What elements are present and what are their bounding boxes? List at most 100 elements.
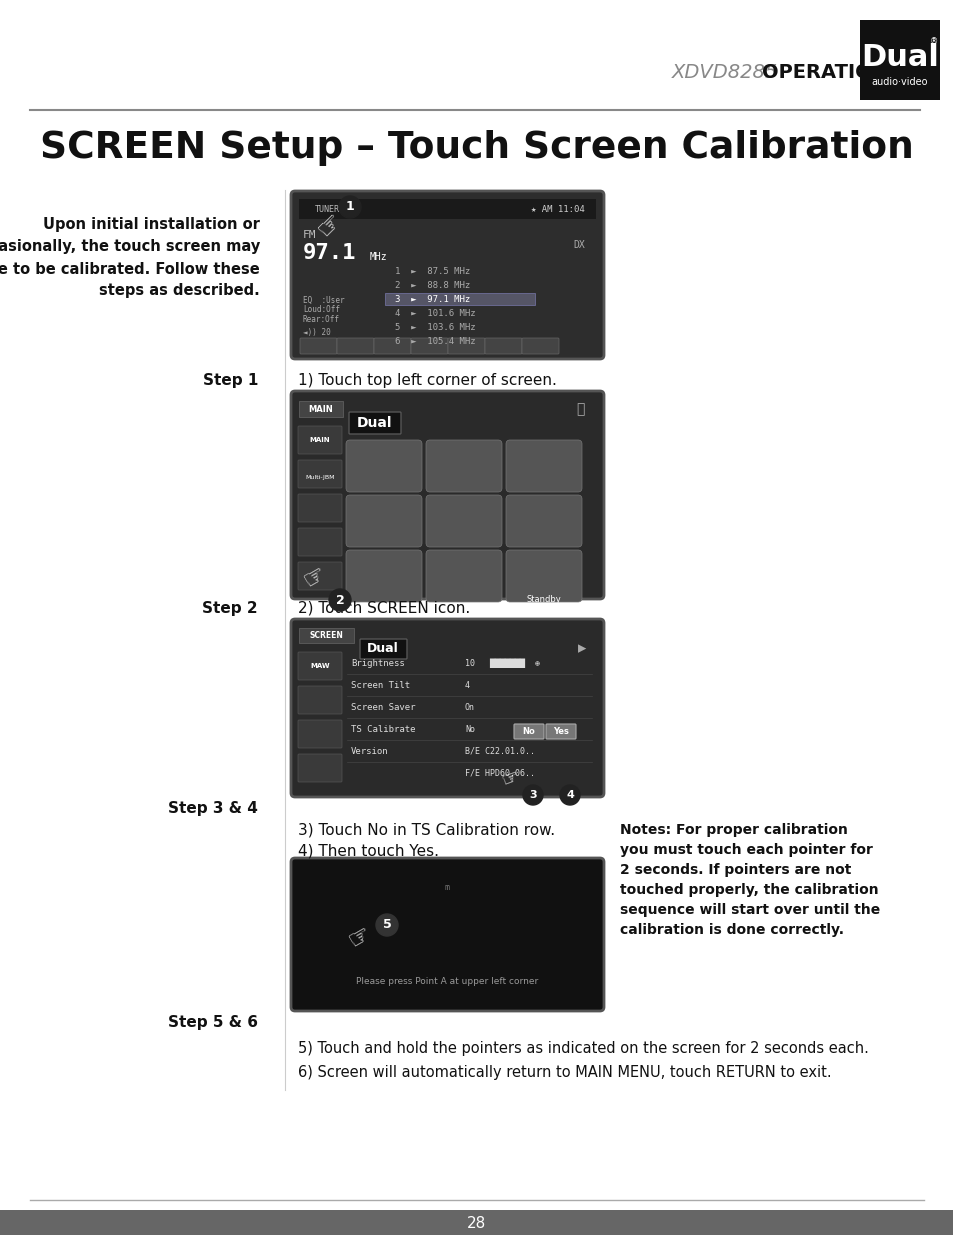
Text: have to be calibrated. Follow these: have to be calibrated. Follow these [0, 262, 260, 277]
Text: 4) Then touch Yes.: 4) Then touch Yes. [297, 844, 438, 858]
Text: audio·video: audio·video [871, 77, 927, 86]
Bar [298, 401, 343, 417]
Text: 6) Screen will automatically return to MAIN MENU, touch RETURN to exit.: 6) Screen will automatically return to M… [297, 1065, 831, 1079]
Text: XDVD8285: XDVD8285 [671, 63, 778, 82]
Text: Screen Tilt: Screen Tilt [351, 680, 410, 689]
Text: 2) Touch SCREEN icon.: 2) Touch SCREEN icon. [297, 600, 470, 615]
Text: Notes: For proper calibration: Notes: For proper calibration [619, 823, 847, 837]
Text: m: m [444, 883, 449, 892]
FancyBboxPatch shape [297, 562, 341, 590]
FancyBboxPatch shape [359, 638, 407, 659]
FancyBboxPatch shape [291, 391, 603, 599]
Text: Standby: Standby [526, 595, 560, 604]
Text: 3: 3 [529, 790, 537, 800]
Text: 1) Touch top left corner of screen.: 1) Touch top left corner of screen. [297, 373, 557, 388]
Text: 4: 4 [565, 790, 574, 800]
FancyBboxPatch shape [484, 338, 521, 354]
Text: MAW: MAW [310, 663, 330, 669]
FancyBboxPatch shape [299, 338, 336, 354]
Text: touched properly, the calibration: touched properly, the calibration [619, 883, 878, 897]
Text: TUNER: TUNER [314, 205, 339, 214]
Bar [0, 1210, 953, 1235]
Bar [385, 293, 535, 305]
Text: 1: 1 [345, 200, 354, 214]
Text: No: No [464, 725, 475, 734]
Text: 5  ►  103.6 MHz: 5 ► 103.6 MHz [395, 324, 476, 332]
FancyBboxPatch shape [336, 338, 374, 354]
FancyBboxPatch shape [505, 495, 581, 547]
FancyBboxPatch shape [291, 619, 603, 797]
FancyBboxPatch shape [291, 858, 603, 1011]
Circle shape [375, 914, 397, 936]
Text: 5: 5 [382, 919, 391, 931]
Bar [298, 629, 354, 643]
Text: F/E HPD60.06..: F/E HPD60.06.. [464, 768, 535, 778]
FancyBboxPatch shape [349, 412, 400, 433]
FancyBboxPatch shape [426, 550, 501, 601]
Text: sequence will start over until the: sequence will start over until the [619, 903, 880, 918]
FancyBboxPatch shape [346, 550, 421, 601]
Text: Please press Point A at upper left corner: Please press Point A at upper left corne… [355, 977, 537, 987]
Text: Version: Version [351, 746, 388, 756]
Text: 2  ►  88.8 MHz: 2 ► 88.8 MHz [395, 282, 470, 290]
Text: 97.1: 97.1 [303, 243, 356, 263]
Text: 10   ███████  ⊕: 10 ███████ ⊕ [464, 658, 539, 668]
Text: 5) Touch and hold the pointers as indicated on the screen for 2 seconds each.: 5) Touch and hold the pointers as indica… [297, 1041, 868, 1056]
FancyBboxPatch shape [505, 440, 581, 492]
Text: On: On [464, 703, 475, 711]
Text: 2: 2 [335, 594, 344, 606]
FancyBboxPatch shape [297, 720, 341, 748]
Text: 28: 28 [467, 1215, 486, 1230]
Text: ★ AM 11:04: ★ AM 11:04 [531, 205, 584, 214]
Text: Step 5 & 6: Step 5 & 6 [168, 1014, 257, 1030]
Text: calibration is done correctly.: calibration is done correctly. [619, 923, 843, 937]
Text: EQ  :User: EQ :User [303, 295, 344, 305]
FancyBboxPatch shape [291, 191, 603, 359]
Text: 4  ►  101.6 MHz: 4 ► 101.6 MHz [395, 310, 476, 319]
FancyBboxPatch shape [297, 459, 341, 488]
Text: TS Calibrate: TS Calibrate [351, 725, 416, 734]
Text: ⦿: ⦿ [576, 403, 583, 416]
Text: MAIN: MAIN [310, 437, 330, 443]
Text: MHz: MHz [370, 252, 387, 262]
FancyBboxPatch shape [346, 440, 421, 492]
Text: steps as described.: steps as described. [99, 284, 260, 299]
Text: ☞: ☞ [299, 561, 331, 593]
Text: Brightness: Brightness [351, 658, 404, 667]
Text: DX: DX [573, 240, 584, 249]
Text: Multi-JBM: Multi-JBM [305, 474, 335, 479]
Text: Dual: Dual [861, 43, 938, 73]
Text: ◄)) 20: ◄)) 20 [303, 329, 331, 337]
Text: MAIN: MAIN [309, 405, 333, 414]
FancyBboxPatch shape [374, 338, 411, 354]
Text: Loud:Off: Loud:Off [303, 305, 339, 315]
FancyBboxPatch shape [297, 426, 341, 454]
FancyBboxPatch shape [297, 529, 341, 556]
Text: 1  ►  87.5 MHz: 1 ► 87.5 MHz [395, 268, 470, 277]
Text: SCREEN: SCREEN [309, 631, 342, 640]
Circle shape [559, 785, 579, 805]
Text: Step 2: Step 2 [202, 600, 257, 615]
FancyBboxPatch shape [346, 495, 421, 547]
FancyBboxPatch shape [297, 755, 341, 782]
Text: Yes: Yes [553, 727, 568, 736]
Text: SCREEN Setup – Touch Screen Calibration: SCREEN Setup – Touch Screen Calibration [40, 130, 913, 165]
Text: ☞: ☞ [498, 767, 521, 790]
FancyBboxPatch shape [411, 338, 448, 354]
FancyBboxPatch shape [426, 440, 501, 492]
FancyBboxPatch shape [521, 338, 558, 354]
Text: FM: FM [303, 230, 316, 240]
Text: ▸: ▸ [578, 638, 585, 657]
Text: Screen Saver: Screen Saver [351, 703, 416, 711]
FancyBboxPatch shape [514, 724, 543, 739]
Text: you must touch each pointer for: you must touch each pointer for [619, 844, 872, 857]
Circle shape [522, 785, 542, 805]
Text: Rear:Off: Rear:Off [303, 315, 339, 325]
Text: Step 3 & 4: Step 3 & 4 [168, 800, 257, 815]
FancyBboxPatch shape [297, 685, 341, 714]
Text: Dual: Dual [367, 642, 398, 656]
Text: B/E C22.01.0..: B/E C22.01.0.. [464, 746, 535, 756]
Bar [298, 199, 596, 219]
Text: 2 seconds. If pointers are not: 2 seconds. If pointers are not [619, 863, 850, 877]
Text: 6  ►  105.4 MHz: 6 ► 105.4 MHz [395, 337, 476, 347]
